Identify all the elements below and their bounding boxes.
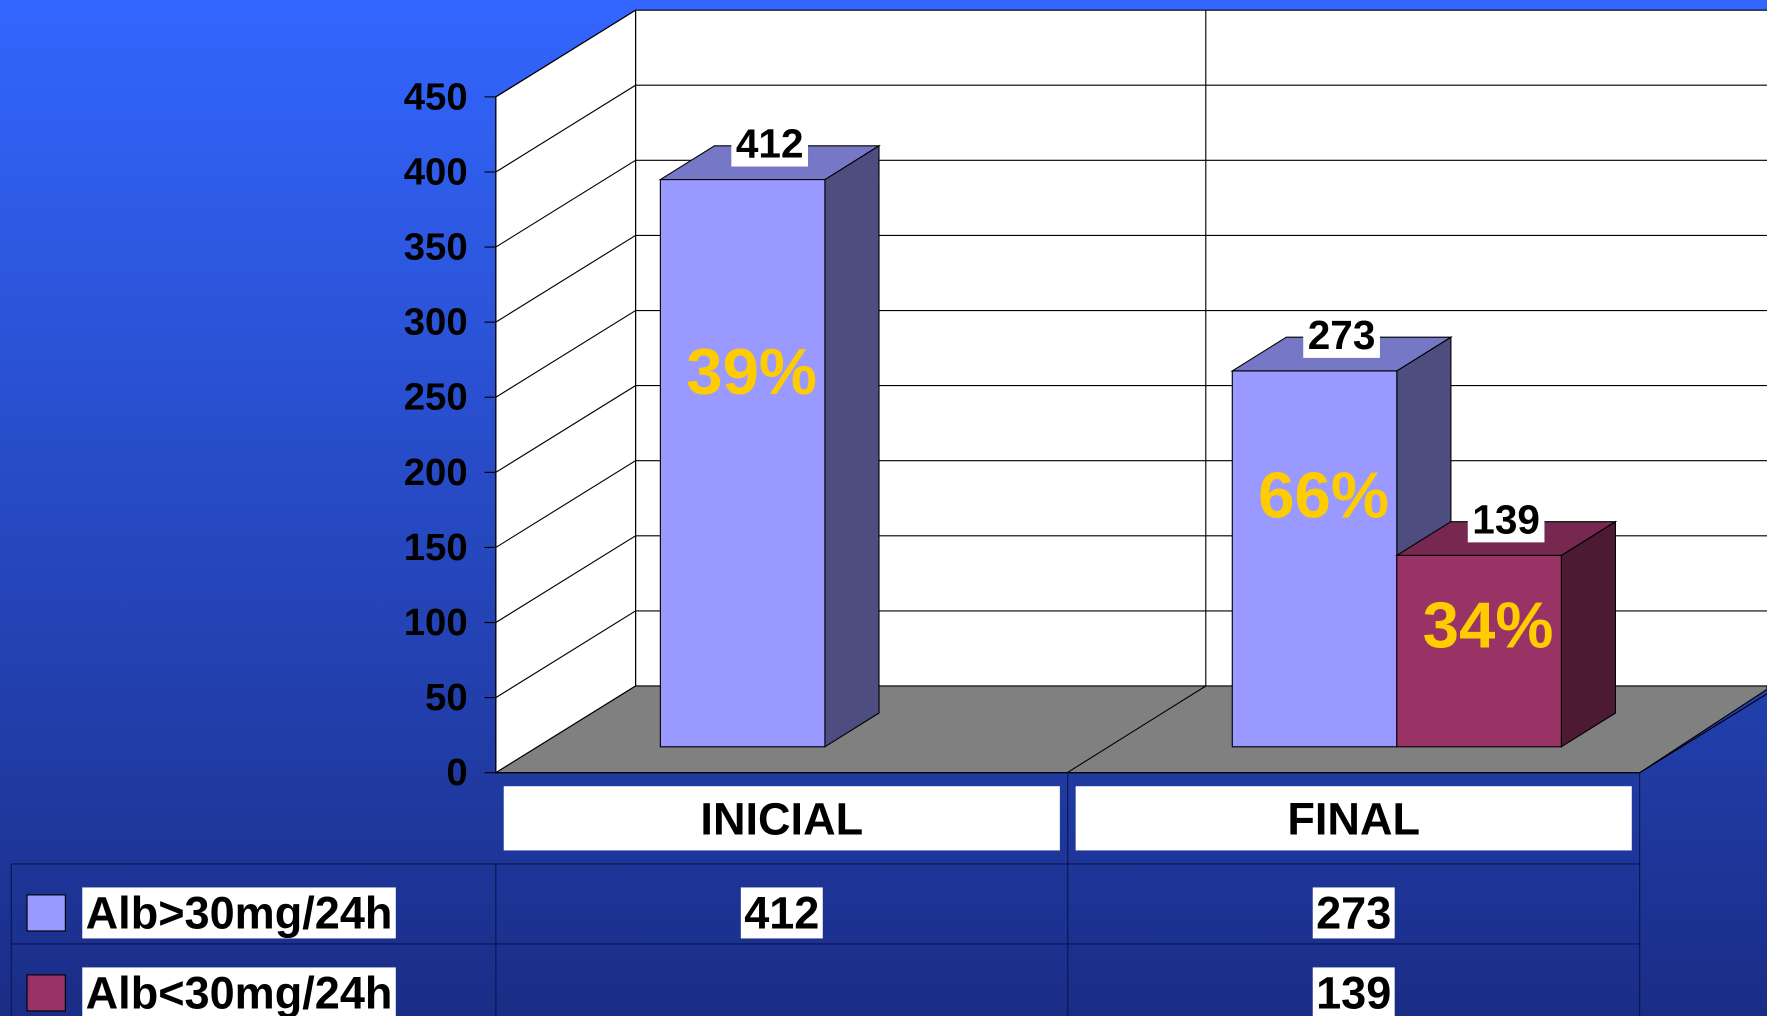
legend-label: Alb>30mg/24h xyxy=(86,887,393,938)
y-tick-label: 450 xyxy=(404,75,468,118)
column-header: FINAL xyxy=(1287,793,1420,844)
floor-divider xyxy=(1066,685,1207,774)
y-tick-label: 50 xyxy=(425,676,468,719)
value-label-box xyxy=(1467,496,1545,543)
table-value: 139 xyxy=(1316,967,1391,1016)
grid-line xyxy=(495,9,1767,98)
y-tick-label: 200 xyxy=(404,451,468,494)
legend-key xyxy=(26,974,66,1012)
table-value: 273 xyxy=(1316,887,1391,938)
y-tick-label: 350 xyxy=(404,226,468,269)
legend-label: Alb<30mg/24h xyxy=(86,967,393,1016)
bar-side xyxy=(824,144,880,748)
legend-label-box xyxy=(82,967,396,1016)
grid-line xyxy=(495,159,1767,248)
bar-front xyxy=(1396,554,1562,748)
bar-side xyxy=(1560,520,1616,748)
table-value-box xyxy=(1312,887,1395,939)
value-label: 273 xyxy=(1308,312,1376,358)
table-value: 412 xyxy=(744,887,819,938)
table-value-box xyxy=(740,887,823,939)
column-header-box xyxy=(503,786,1060,851)
table-value-box xyxy=(1312,967,1395,1016)
column-header: INICIAL xyxy=(700,793,863,844)
y-tick-label: 300 xyxy=(404,301,468,344)
grid-line xyxy=(495,234,1767,323)
y-tick-label: 150 xyxy=(404,526,468,569)
column-header-box xyxy=(1075,786,1632,851)
data-table: INICIAL FINAL Alb>30mg/24h 412 273 Alb<30mg/2… xyxy=(10,772,1641,1016)
y-tick-label: 250 xyxy=(404,376,468,419)
grid-line xyxy=(495,84,1767,173)
value-label-box xyxy=(731,120,809,167)
bar xyxy=(1394,520,1618,748)
y-tick-label: 400 xyxy=(404,150,468,193)
legend-label-box xyxy=(82,887,396,939)
side-wall xyxy=(495,9,637,774)
value-label: 412 xyxy=(736,121,804,167)
value-label: 139 xyxy=(1472,496,1540,542)
percent-label: 66% xyxy=(1258,458,1389,531)
percent-label: 34% xyxy=(1423,589,1554,662)
percent-label: 39% xyxy=(686,335,817,408)
bar-front xyxy=(659,179,826,748)
y-tick-label: 100 xyxy=(404,601,468,644)
bars: 412 39% 273 66% 139 34% xyxy=(658,120,1618,748)
grid-line xyxy=(495,309,1767,398)
floor-edge xyxy=(1639,693,1767,774)
bar xyxy=(658,144,881,748)
legend-key xyxy=(26,894,66,932)
value-label-box xyxy=(1303,311,1380,358)
bar-front xyxy=(1231,370,1398,748)
y-tick-label: 0 xyxy=(446,751,467,794)
